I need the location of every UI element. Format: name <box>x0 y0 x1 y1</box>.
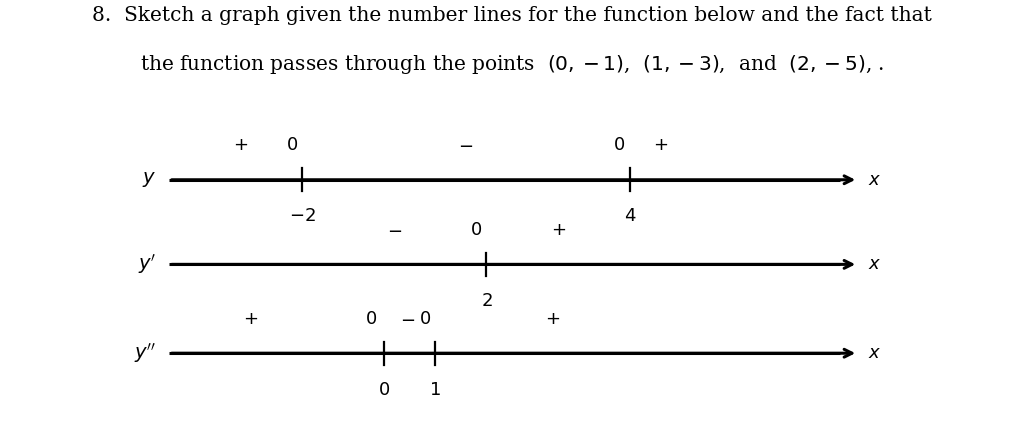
Text: $+$: $+$ <box>244 310 258 328</box>
Text: $y''$: $y''$ <box>134 341 157 365</box>
Text: $4$: $4$ <box>624 207 636 225</box>
Text: $x$: $x$ <box>868 255 882 273</box>
Text: $-$: $-$ <box>387 221 401 239</box>
Text: $y$: $y$ <box>142 170 157 189</box>
Text: $0$: $0$ <box>365 310 377 328</box>
Text: the function passes through the points  $(0, -1)$,  $(1, -3)$,  and  $(2, -5)$, : the function passes through the points $… <box>140 53 884 76</box>
Text: $+$: $+$ <box>233 136 248 154</box>
Text: 8.  Sketch a graph given the number lines for the function below and the fact th: 8. Sketch a graph given the number lines… <box>92 6 932 25</box>
Text: $y'$: $y'$ <box>138 253 157 276</box>
Text: $1$: $1$ <box>429 381 441 399</box>
Text: $0$: $0$ <box>470 221 482 239</box>
Text: $0$: $0$ <box>613 136 626 154</box>
Text: $-$: $-$ <box>400 310 415 328</box>
Text: $-2$: $-2$ <box>289 207 315 225</box>
Text: $x$: $x$ <box>868 171 882 189</box>
Text: $+$: $+$ <box>546 310 560 328</box>
Text: $0$: $0$ <box>378 381 390 399</box>
Text: $0$: $0$ <box>286 136 298 154</box>
Text: $-$: $-$ <box>459 136 473 154</box>
Text: $+$: $+$ <box>551 221 565 239</box>
Text: $0$: $0$ <box>419 310 431 328</box>
Text: $x$: $x$ <box>868 344 882 362</box>
Text: $2$: $2$ <box>480 292 493 310</box>
Text: $+$: $+$ <box>653 136 668 154</box>
